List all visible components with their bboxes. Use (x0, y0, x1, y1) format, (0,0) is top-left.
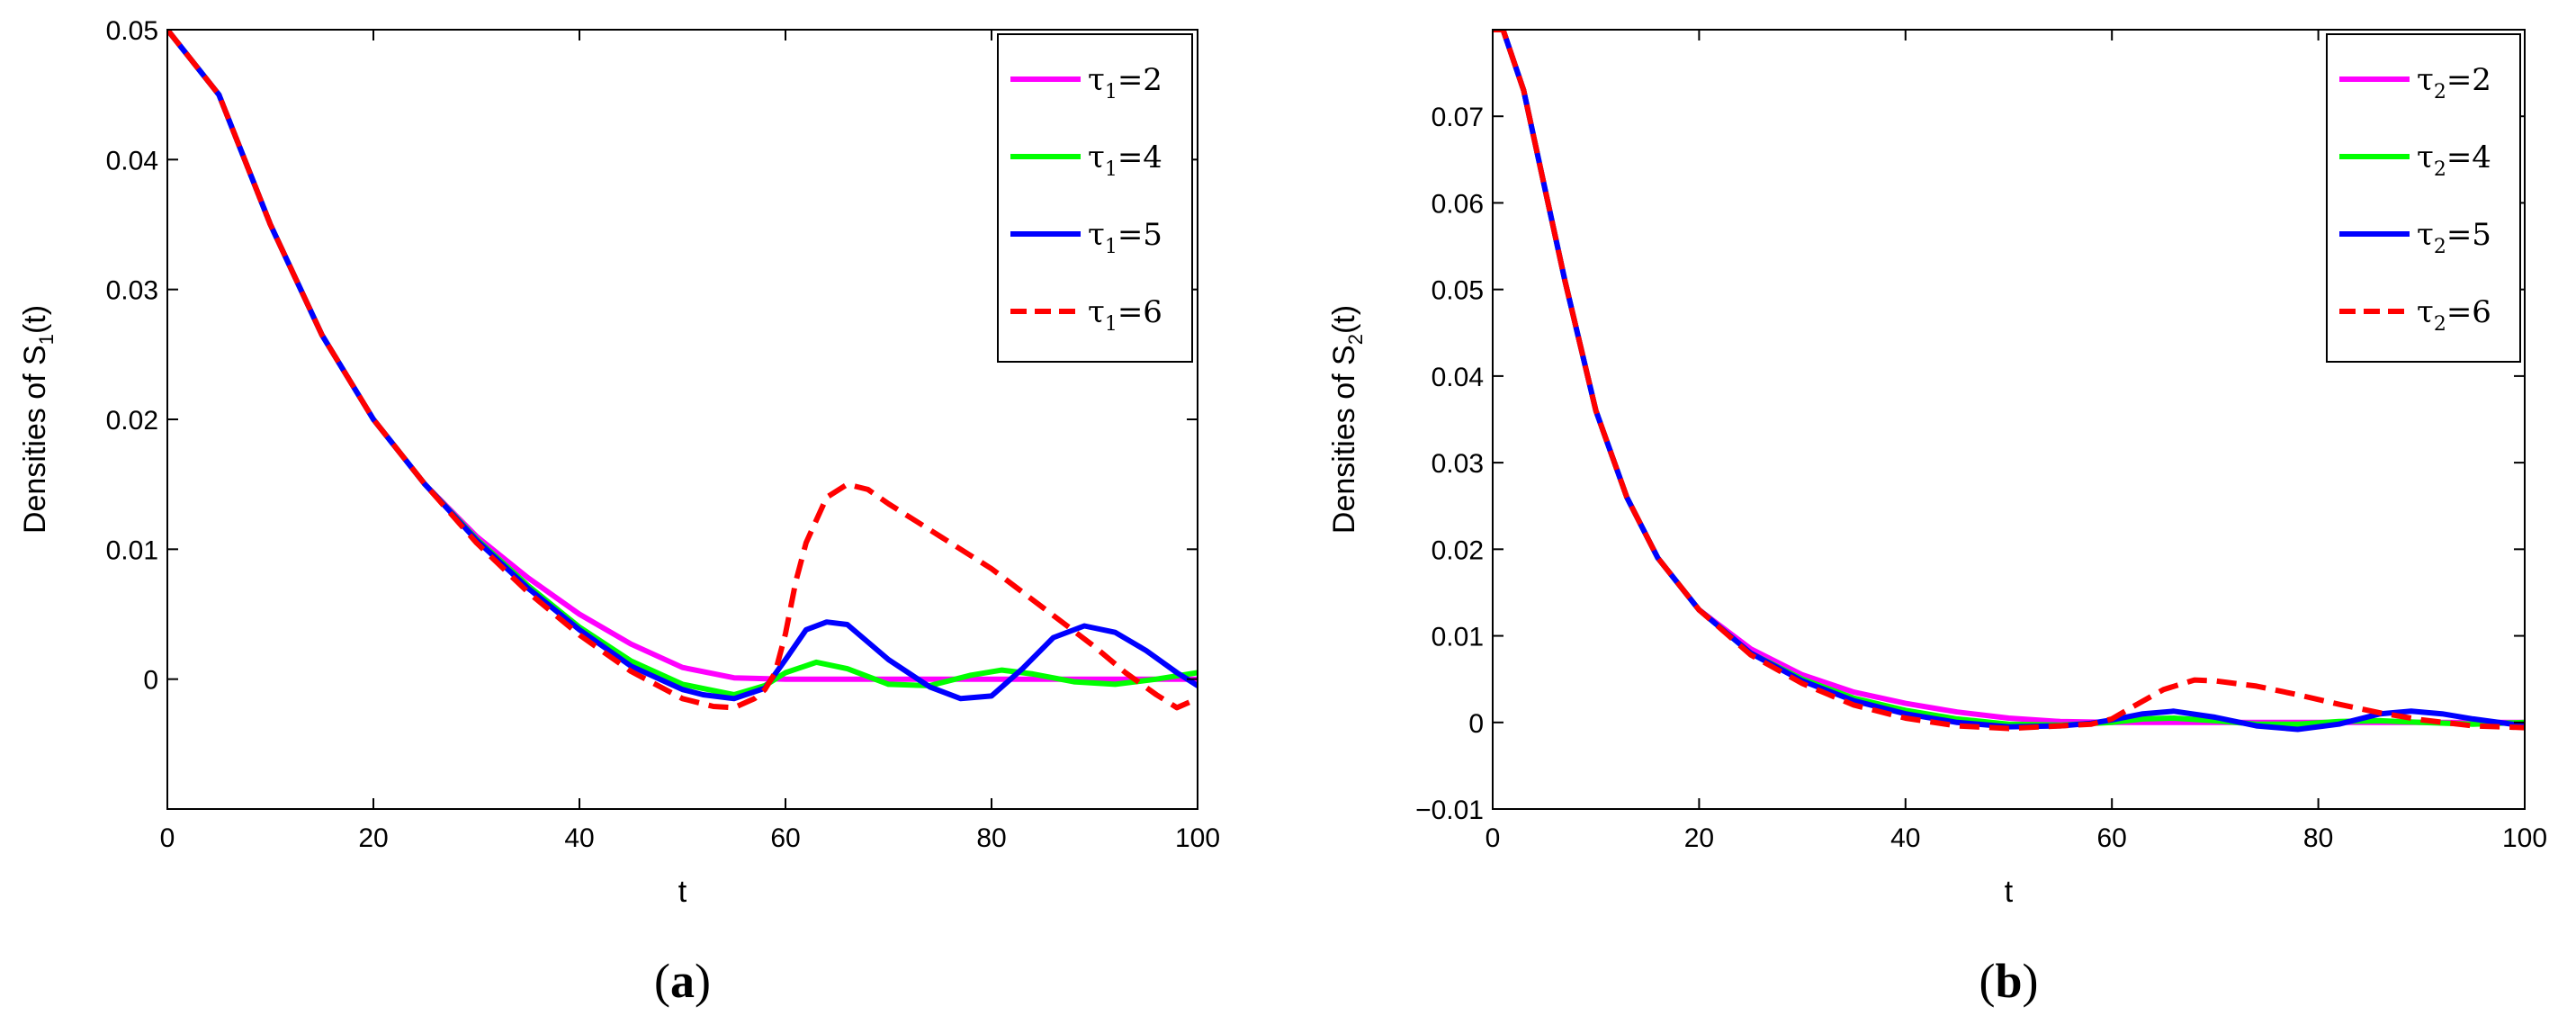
x-tick-label: 60 (770, 823, 800, 853)
x-tick-label: 100 (1175, 823, 1220, 853)
plot-frame (1492, 29, 2526, 810)
y-tick-label: 0.03 (106, 276, 158, 306)
caption-letter: b (1995, 954, 2022, 1008)
legend-label-2: τ1=4 (1088, 139, 1162, 181)
x-axis-label: t (2005, 875, 2014, 909)
x-tick-label: 20 (358, 823, 388, 853)
x-tick-label: 80 (976, 823, 1006, 853)
legend-subscript: 1 (1105, 158, 1117, 181)
series-line-a-3 (167, 30, 1198, 702)
y-axis-label: Densities of S1(t) (18, 305, 58, 534)
y-tick-label: 0.07 (1432, 103, 1484, 132)
y-axis-label-suffix: (t) (18, 305, 52, 334)
legend-tau-symbol: τ (1088, 217, 1105, 253)
y-tick-label: 0.02 (106, 406, 158, 436)
x-tick-label: 0 (160, 823, 175, 853)
legend-subscript: 1 (1105, 81, 1117, 103)
y-tick-label: 0.01 (1432, 623, 1484, 652)
y-axis-label-subscript: 1 (35, 334, 58, 345)
legend-tau-symbol: τ (1088, 294, 1105, 330)
x-tick-label: 40 (564, 823, 594, 853)
legend-value: =2 (2446, 62, 2491, 98)
y-tick-label: 0 (143, 666, 158, 696)
y-tick-label: 0.01 (106, 535, 158, 565)
legend-label-4: τ1=6 (1088, 294, 1162, 336)
x-tick-label: 40 (1890, 823, 1920, 853)
y-axis-label-text: Densities of S (1327, 345, 1361, 534)
legend-tau-symbol: τ (1088, 139, 1105, 175)
y-tick-label: 0.06 (1432, 189, 1484, 219)
legend: τ1=2τ1=4τ1=5τ1=6 (997, 33, 1193, 363)
legend-subscript: 1 (1105, 313, 1117, 336)
legend-label-1: τ1=2 (1088, 62, 1162, 103)
legend-label-3: τ2=5 (2417, 217, 2491, 258)
legend-value: =2 (1117, 62, 1162, 98)
legend-box (2326, 33, 2521, 363)
y-axis-label-subscript: 2 (1344, 334, 1367, 345)
series-group (167, 30, 1198, 711)
y-tick-label: 0.05 (1432, 276, 1484, 306)
panel-caption: (a) (654, 954, 711, 1008)
legend-value: =5 (1117, 217, 1162, 253)
legend-value: =4 (2446, 139, 2491, 175)
caption-close-paren: ) (695, 954, 711, 1008)
y-axis-label-text: Densities of S (18, 345, 52, 534)
legend-subscript: 2 (2434, 158, 2446, 181)
caption-letter: a (670, 954, 695, 1008)
panel-a: 0 20 40 60 80 100 0 0.01 0.02 0.03 0.04 0.05 t Densit… (18, 16, 1220, 1008)
legend-subscript: 2 (2434, 81, 2446, 103)
legend-label-1: τ2=2 (2417, 62, 2491, 103)
x-tick-label: 0 (1485, 823, 1501, 853)
legend-subscript: 2 (2434, 313, 2446, 336)
caption-open-paren: ( (1979, 954, 1995, 1008)
y-tick-label: 0.02 (1432, 535, 1484, 565)
legend-value: =5 (2446, 217, 2491, 253)
x-tick-label: 100 (2502, 823, 2547, 853)
legend-tau-symbol: τ (1088, 62, 1105, 98)
legend-value: =6 (2446, 294, 2491, 330)
legend-value: =4 (1117, 139, 1162, 175)
y-tick-label: 0.03 (1432, 449, 1484, 479)
series-group (1493, 30, 2525, 733)
legend-tau-symbol: τ (2417, 294, 2434, 330)
legend-tau-symbol: τ (2417, 217, 2434, 253)
panel-caption: (b) (1979, 954, 2038, 1008)
y-tick-label: 0 (1468, 709, 1484, 739)
panel-b: 0 20 40 60 80 100−0.0100.010.020.030.040.050.… (1327, 29, 2547, 1008)
y-tick-label: 0.04 (1432, 363, 1484, 392)
y-tick-label: 0.04 (106, 146, 158, 175)
caption-open-paren: ( (654, 954, 670, 1008)
legend-tau-symbol: τ (2417, 139, 2434, 175)
y-tick-label: −0.01 (1415, 796, 1484, 825)
y-tick-label: 0.05 (106, 16, 158, 46)
x-tick-label: 20 (1684, 823, 1714, 853)
legend: τ2=2τ2=4τ2=5τ2=6 (2326, 33, 2521, 363)
series-line-a-4 (167, 30, 1198, 711)
caption-close-paren: ) (2023, 954, 2039, 1008)
legend-tau-symbol: τ (2417, 62, 2434, 98)
x-tick-label: 80 (2303, 823, 2333, 853)
series-line-b-4 (1493, 30, 2525, 732)
legend-label-3: τ1=5 (1088, 217, 1162, 258)
legend-label-4: τ2=6 (2417, 294, 2491, 336)
x-tick-label: 60 (2097, 823, 2127, 853)
legend-subscript: 2 (2434, 236, 2446, 258)
y-axis-label: Densities of S2(t) (1327, 305, 1367, 534)
legend-label-2: τ2=4 (2417, 139, 2491, 181)
legend-subscript: 1 (1105, 236, 1117, 258)
x-axis-label: t (678, 875, 687, 909)
y-axis-label-suffix: (t) (1327, 305, 1361, 334)
legend-value: =6 (1117, 294, 1162, 330)
legend-box (997, 33, 1193, 363)
